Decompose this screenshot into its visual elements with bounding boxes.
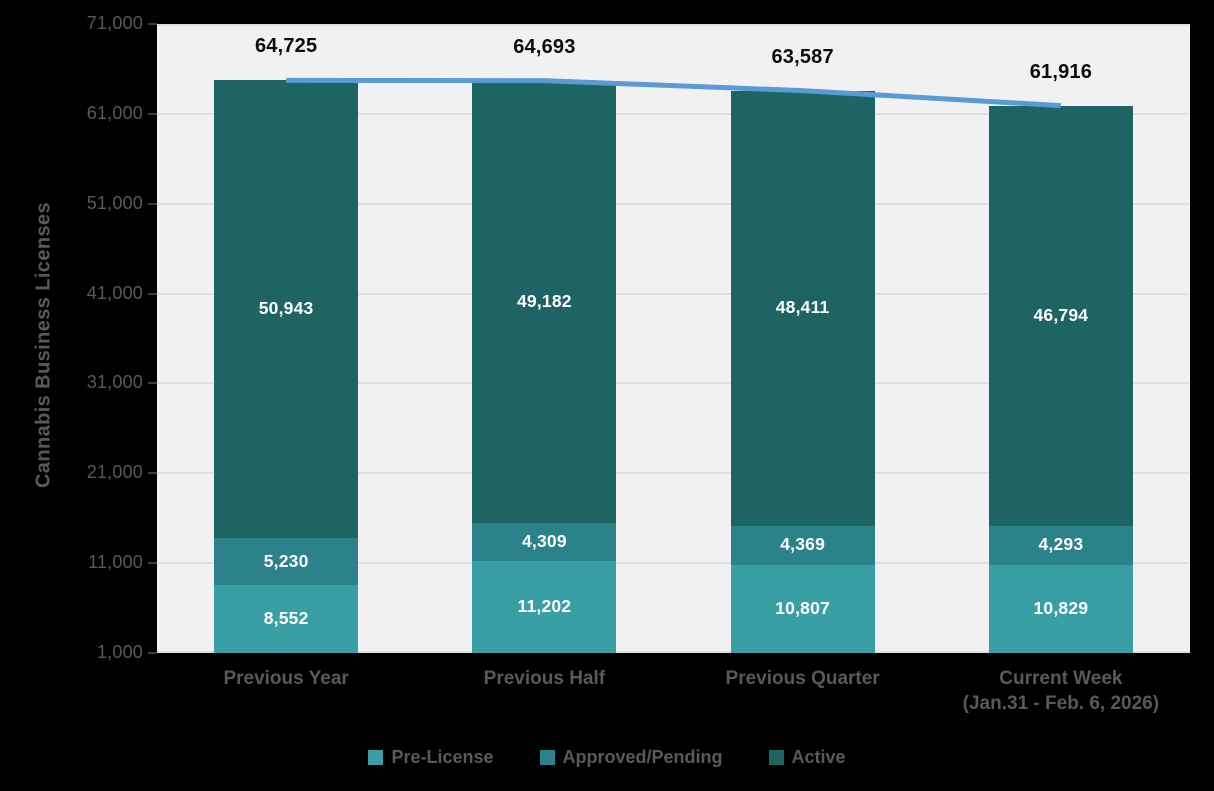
bar-segment-pre-license bbox=[730, 564, 875, 653]
gridline bbox=[157, 562, 1190, 565]
segment-value-label: 4,293 bbox=[1038, 534, 1084, 555]
bar-segment-approved-pending bbox=[730, 525, 875, 565]
legend-swatch-icon bbox=[539, 750, 555, 765]
segment-value-label: 11,202 bbox=[517, 596, 572, 617]
y-axis-tick-label: 51,000 bbox=[86, 192, 143, 213]
y-axis-tick-label: 61,000 bbox=[86, 102, 143, 123]
gridline bbox=[157, 112, 1190, 115]
total-data-label: 64,725 bbox=[254, 35, 318, 58]
total-data-label: 61,916 bbox=[1029, 60, 1093, 83]
legend-label: Active bbox=[791, 747, 846, 767]
legend-item-active: Active bbox=[768, 747, 846, 768]
segment-value-label: 49,182 bbox=[517, 290, 572, 311]
segment-value-label: 10,807 bbox=[775, 597, 830, 618]
bar-segment-approved-pending bbox=[988, 526, 1133, 565]
legend-item-approved-pending: Approved/Pending bbox=[539, 747, 723, 768]
segment-value-label: 10,829 bbox=[1033, 597, 1089, 618]
y-axis-tick-label: 21,000 bbox=[86, 462, 143, 483]
y-axis-tick-mark bbox=[148, 112, 157, 115]
y-axis-tick-mark bbox=[148, 652, 157, 654]
legend: Pre-License Approved/Pending Active bbox=[0, 747, 1214, 768]
y-axis-tick-label: 41,000 bbox=[86, 282, 143, 303]
segment-value-label: 5,230 bbox=[263, 550, 309, 571]
segment-value-label: 50,943 bbox=[258, 298, 314, 319]
legend-label: Pre-License bbox=[391, 747, 494, 767]
bar-segment-pre-license bbox=[214, 585, 359, 653]
bar-segment-pre-license bbox=[988, 564, 1133, 653]
x-axis-label: Previous Half bbox=[483, 668, 606, 689]
x-axis-label: Previous Quarter bbox=[725, 668, 880, 689]
y-axis-tick-mark bbox=[148, 382, 157, 385]
gridline bbox=[157, 202, 1190, 205]
y-axis-tick-label: 11,000 bbox=[88, 552, 143, 573]
bar-segment-pre-license bbox=[472, 561, 617, 653]
segment-value-label: 8,552 bbox=[263, 608, 309, 629]
gridline bbox=[157, 651, 1190, 653]
y-axis-tick-label: 71,000 bbox=[86, 13, 143, 33]
bar-segment-active bbox=[988, 105, 1133, 527]
legend-swatch-icon bbox=[768, 750, 784, 765]
legend-item-pre-license: Pre-License bbox=[368, 747, 494, 768]
y-axis-tick-label: 1,000 bbox=[96, 642, 143, 662]
y-axis-title: Cannabis Business Licenses bbox=[32, 201, 55, 489]
y-axis-tick-mark bbox=[148, 472, 157, 475]
gridline bbox=[157, 382, 1190, 385]
gridline bbox=[157, 24, 1190, 26]
legend-swatch-icon bbox=[368, 750, 384, 765]
bar-segment-active bbox=[214, 80, 359, 539]
segment-value-label: 48,411 bbox=[775, 297, 830, 318]
y-axis-tick-mark bbox=[148, 562, 157, 565]
gridline bbox=[157, 292, 1190, 295]
plot-area: 8,552 5,230 50,943 11,202 4,309 49,182 10,807 4… bbox=[157, 24, 1190, 653]
total-data-label: 63,587 bbox=[771, 45, 834, 68]
bar-segment-approved-pending bbox=[472, 522, 617, 562]
y-axis-tick-mark bbox=[148, 23, 157, 25]
y-axis-tick-label: 31,000 bbox=[86, 372, 143, 393]
segment-value-label: 46,794 bbox=[1033, 304, 1089, 325]
bar-segment-active bbox=[472, 80, 617, 523]
bar-segment-approved-pending bbox=[214, 538, 359, 586]
x-axis-label: Previous Year bbox=[223, 668, 349, 689]
x-axis-label: Current Week (Jan.31 - Feb. 6, 2026) bbox=[962, 668, 1160, 714]
gridline bbox=[157, 472, 1190, 475]
bar-segment-active bbox=[730, 90, 875, 526]
legend-label: Approved/Pending bbox=[562, 747, 723, 767]
segment-value-label: 4,309 bbox=[521, 530, 567, 551]
y-axis-tick-mark bbox=[148, 202, 157, 205]
y-axis-tick-mark bbox=[148, 292, 157, 295]
total-data-label: 64,693 bbox=[513, 35, 576, 58]
segment-value-label: 4,369 bbox=[780, 534, 826, 555]
